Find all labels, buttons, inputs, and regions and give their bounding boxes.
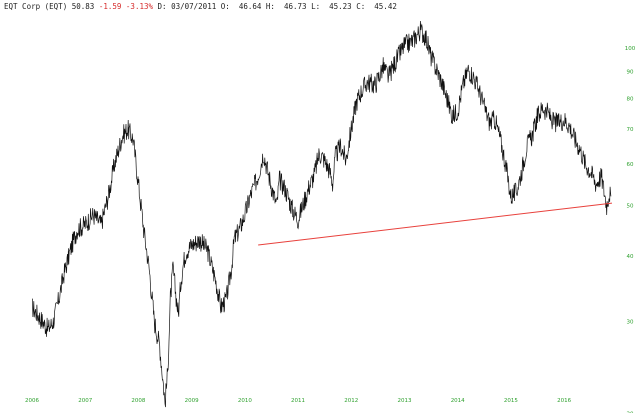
y-tick-label: 70 (627, 127, 634, 133)
y-tick-label: 20 (627, 412, 634, 413)
x-tick-label: 2006 (25, 398, 39, 404)
x-tick-label: 2011 (291, 398, 305, 404)
high-label: H: (265, 2, 275, 11)
y-tick-label: 90 (627, 70, 634, 76)
y-tick-label: 100 (625, 46, 636, 52)
x-tick-label: 2012 (344, 398, 358, 404)
open-value: 46.64 (238, 2, 262, 11)
x-tick-label: 2007 (78, 398, 92, 404)
low-value: 45.23 (329, 2, 352, 11)
date-value: 03/07/2011 (171, 2, 217, 11)
x-tick-label: 2009 (185, 398, 199, 404)
last-price: 50.83 (71, 2, 95, 11)
date-label: D: (157, 2, 167, 11)
high-value: 46.73 (283, 2, 307, 11)
y-tick-label: 30 (627, 319, 634, 325)
x-tick-label: 2014 (451, 398, 465, 404)
y-tick-label: 50 (627, 203, 634, 209)
price-series-line (32, 20, 612, 408)
y-axis: 100 90 80 70 60 50 40 30 20 (625, 46, 636, 413)
x-tick-label: 2010 (238, 398, 252, 404)
x-tick-label: 2013 (397, 398, 411, 404)
open-label: O: (220, 2, 230, 11)
close-value: 45.42 (374, 2, 397, 11)
y-tick-label: 80 (627, 96, 634, 102)
low-label: L: (311, 2, 321, 11)
x-tick-label: 2008 (131, 398, 145, 404)
price-change: -1.59 (98, 2, 122, 11)
y-tick-label: 40 (627, 254, 634, 260)
x-tick-label: 2015 (504, 398, 518, 404)
support-trendline (258, 202, 613, 246)
close-label: C: (356, 2, 366, 11)
plot-area (32, 20, 613, 408)
y-tick-label: 60 (627, 162, 634, 168)
x-axis: 2006 2007 2008 2009 2010 2011 2012 2013 2014 2015… (25, 398, 572, 404)
x-tick-label: 2016 (557, 398, 571, 404)
chart-header: EQT Corp (EQT) 50.83 -1.59 -3.13% D: 03/… (4, 2, 397, 11)
price-change-pct: -3.13% (125, 2, 154, 11)
symbol: EQT Corp (EQT) (4, 2, 68, 11)
